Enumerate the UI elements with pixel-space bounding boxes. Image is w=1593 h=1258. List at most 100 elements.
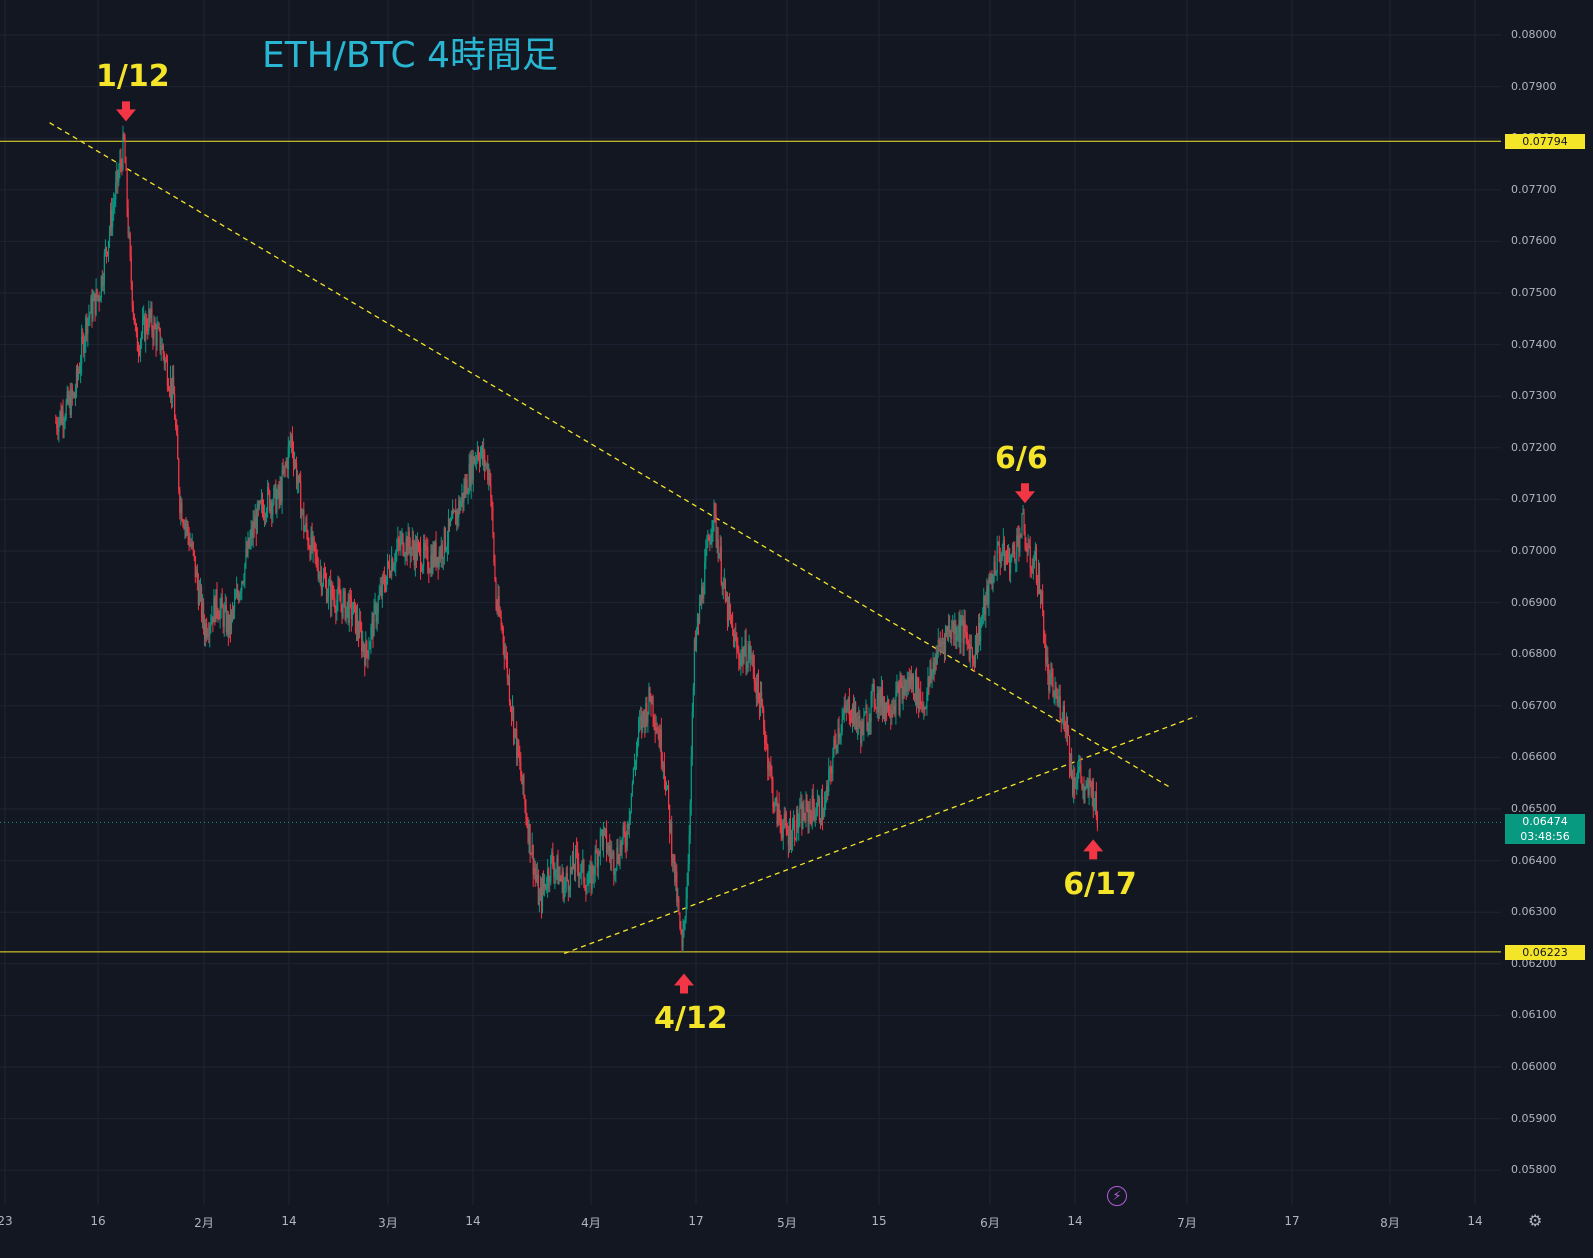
candle [153, 315, 155, 346]
candle [1054, 676, 1056, 706]
candle [1004, 550, 1007, 571]
candle [82, 328, 84, 345]
candle [318, 571, 320, 584]
candle [461, 483, 463, 508]
candle [523, 772, 525, 800]
candle [572, 842, 575, 870]
candle [415, 535, 418, 568]
candle [132, 300, 134, 321]
candle [968, 634, 970, 663]
candle [138, 344, 141, 357]
candle [841, 707, 843, 736]
candle [684, 915, 686, 931]
candle [521, 770, 523, 785]
candle [430, 544, 432, 578]
candle [218, 610, 220, 620]
candle [754, 677, 756, 693]
candle [489, 468, 491, 487]
candle [419, 536, 422, 580]
date-tick-label: 2月 [194, 1216, 214, 1230]
candle [552, 842, 554, 870]
candle [729, 603, 732, 625]
price-tick-label: 0.07400 [1511, 337, 1557, 351]
candle [1089, 767, 1091, 788]
candle [117, 169, 119, 194]
candle [569, 855, 571, 898]
candle [361, 621, 363, 659]
candle [201, 594, 204, 629]
candle [1033, 550, 1035, 569]
candle [240, 587, 242, 600]
candle [352, 601, 354, 615]
candle [319, 559, 321, 587]
candle [62, 399, 64, 439]
candle [216, 582, 218, 619]
candle [123, 132, 125, 141]
candle [863, 707, 865, 742]
candle [71, 383, 73, 406]
candle [607, 842, 609, 855]
candle [183, 519, 185, 530]
candle [442, 556, 444, 571]
candle [728, 592, 731, 621]
candle [139, 337, 142, 363]
candle [452, 499, 454, 520]
candle [545, 883, 547, 891]
candle [208, 622, 210, 644]
candle [833, 735, 835, 758]
candle [979, 613, 981, 646]
candle [471, 449, 473, 485]
candle [913, 693, 916, 702]
candle [1035, 544, 1038, 585]
candle [1072, 769, 1074, 798]
candle [356, 603, 359, 641]
candle [281, 462, 283, 515]
lightning-icon[interactable]: ⚡ [1107, 1186, 1127, 1206]
candle [634, 759, 637, 777]
price-chart[interactable] [0, 0, 1501, 1258]
candle [376, 602, 378, 632]
candle [800, 791, 802, 809]
candle [486, 462, 488, 470]
candle [292, 441, 295, 477]
candle [450, 510, 453, 522]
price-axis[interactable] [1501, 0, 1593, 1258]
candle [564, 876, 566, 897]
candle [78, 362, 81, 374]
candle [412, 530, 414, 561]
candle [455, 498, 457, 525]
candle [957, 624, 959, 642]
date-tick-label: 23 [0, 1214, 13, 1228]
candle [895, 681, 897, 725]
candle [152, 325, 154, 350]
candle [213, 589, 215, 623]
candle [413, 539, 415, 571]
candle [901, 675, 903, 704]
candle [868, 707, 870, 735]
candle [588, 864, 590, 894]
gear-icon[interactable]: ⚙ [1528, 1211, 1543, 1230]
candle [658, 724, 660, 749]
candle [687, 853, 689, 886]
candle [578, 852, 580, 888]
candle [670, 819, 672, 834]
candle [500, 610, 502, 631]
candle [733, 629, 735, 648]
candle [790, 829, 793, 854]
candle [463, 478, 465, 512]
candle [264, 512, 267, 525]
candle [205, 619, 207, 647]
candle [993, 555, 995, 584]
candle [672, 853, 674, 872]
candle [1026, 542, 1028, 563]
candle [1075, 776, 1077, 790]
candle [894, 699, 896, 718]
candle [980, 617, 982, 651]
candle [101, 270, 103, 292]
candle [618, 853, 620, 866]
candle [582, 849, 584, 873]
candle [148, 300, 150, 336]
candle [314, 541, 316, 565]
candle [476, 441, 478, 464]
candle [601, 829, 604, 851]
